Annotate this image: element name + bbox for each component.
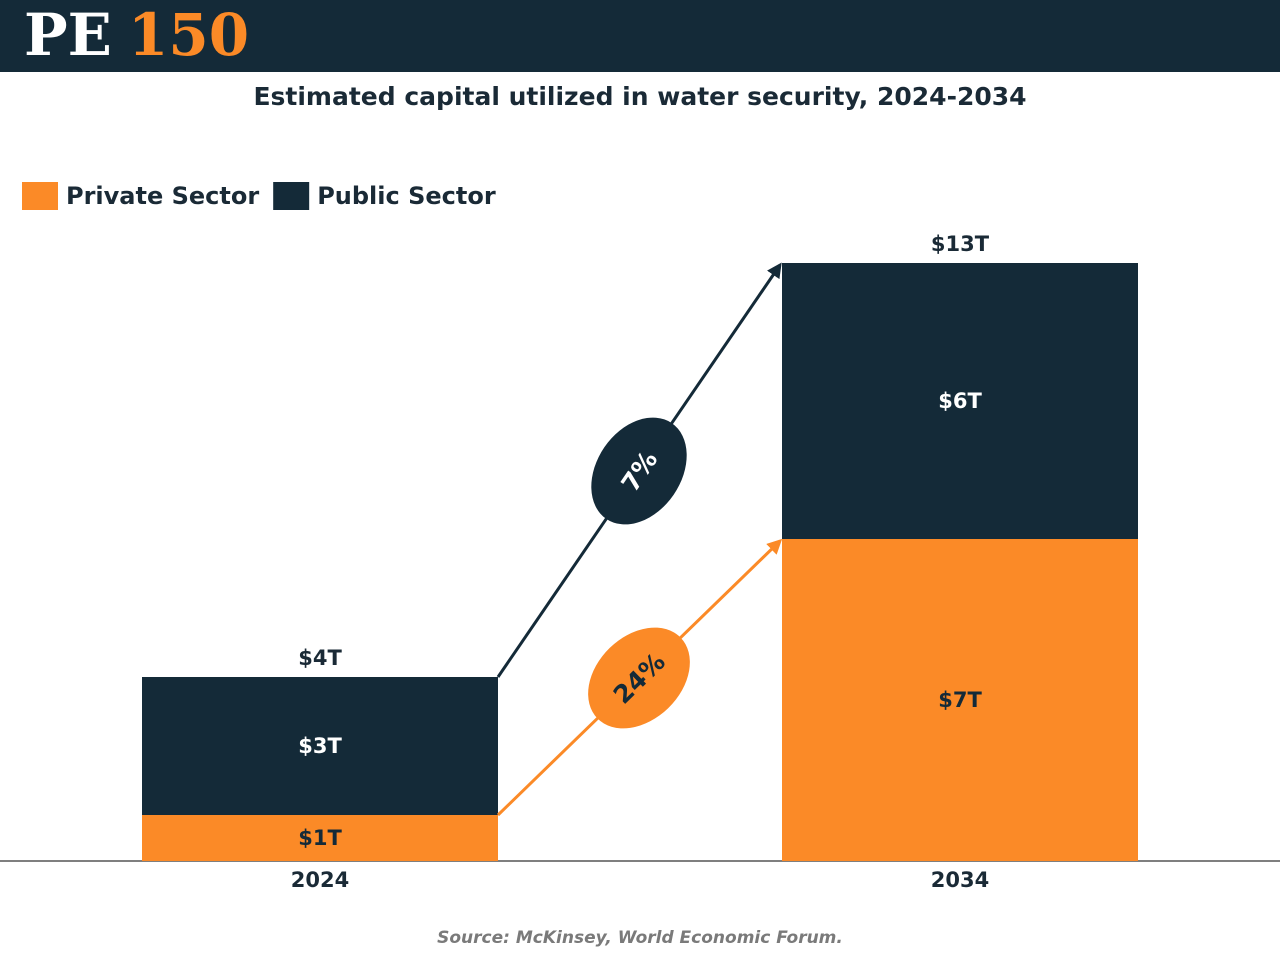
logo-left: PE <box>24 1 112 69</box>
value-label: $3T <box>298 734 342 758</box>
x-tick-label: 2024 <box>291 868 349 892</box>
growth-ellipse <box>591 417 687 525</box>
value-label: $7T <box>938 688 982 712</box>
header-bar <box>0 0 1280 72</box>
bar-segment <box>782 539 1138 861</box>
growth-badge: 7% <box>591 417 687 525</box>
bar-segment <box>782 263 1138 539</box>
logo-right: 150 <box>128 1 249 69</box>
value-label: $1T <box>298 826 342 850</box>
legend-swatch <box>22 182 58 210</box>
growth-badge: 24% <box>588 627 690 729</box>
total-label: $4T <box>298 646 342 670</box>
x-tick-label: 2034 <box>931 868 989 892</box>
value-label: $6T <box>938 389 982 413</box>
growth-ellipse <box>588 627 690 729</box>
legend-label: Private Sector <box>66 182 259 210</box>
source: Source: McKinsey, World Economic Forum. <box>437 928 843 948</box>
bar-segment <box>142 677 498 815</box>
chart-title: Estimated capital utilized in water secu… <box>253 82 1026 111</box>
legend-label: Public Sector <box>317 182 496 210</box>
total-label: $13T <box>931 232 990 256</box>
bar-segment <box>142 815 498 861</box>
legend-swatch <box>273 182 310 210</box>
